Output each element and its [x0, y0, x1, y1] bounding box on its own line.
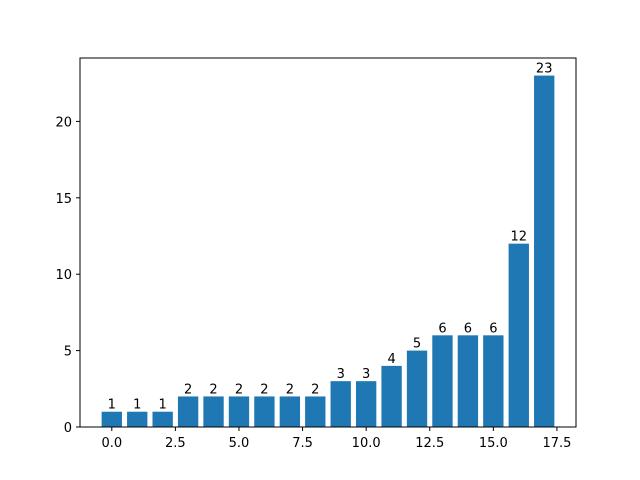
x-tick-label: 2.5: [165, 436, 186, 451]
y-tick-label: 10: [55, 268, 72, 283]
bar: [534, 75, 555, 428]
bar-value-label: 1: [159, 398, 167, 413]
bar: [152, 411, 173, 427]
bar: [432, 335, 453, 427]
axes-frame: [79, 57, 577, 428]
x-tick-label: 0.0: [101, 436, 122, 451]
bar-value-label: 23: [536, 62, 553, 77]
bar: [228, 396, 250, 427]
bar-value-label: 4: [387, 352, 395, 367]
bar-value-label: 1: [108, 398, 116, 413]
x-tick-label: 5.0: [229, 436, 250, 451]
y-tick-label: 0: [64, 421, 72, 436]
bar: [305, 396, 326, 427]
bar-value-label: 1: [133, 398, 141, 413]
bar: [406, 350, 428, 427]
bar-value-label: 5: [413, 337, 421, 352]
bar: [101, 411, 122, 427]
bar: [381, 365, 402, 427]
y-tick-label: 5: [64, 345, 72, 360]
bar-value-label: 2: [260, 382, 268, 397]
x-tick-label: 10.0: [352, 436, 381, 451]
x-tick-label: 12.5: [415, 436, 444, 451]
bar: [457, 335, 479, 427]
bar-value-label: 2: [235, 382, 243, 397]
bar: [355, 381, 377, 427]
bar-value-label: 3: [362, 367, 370, 382]
bar-value-label: 6: [438, 321, 446, 336]
y-tick-label: 20: [55, 115, 72, 130]
bars-layer: [101, 75, 555, 428]
x-tick-label: 15.0: [479, 436, 508, 451]
bar-value-label: 2: [286, 382, 294, 397]
x-tick-label: 17.5: [542, 436, 571, 451]
y-tick-label: 15: [55, 192, 72, 207]
bar-value-label: 6: [464, 321, 472, 336]
bar: [127, 411, 148, 427]
bar-value-label: 6: [489, 321, 497, 336]
bar: [483, 335, 504, 427]
bar: [330, 381, 351, 427]
bar: [254, 396, 275, 427]
y-axis: 0 5 10 15 20: [55, 115, 80, 436]
bar: [203, 396, 224, 427]
x-tick-label: 7.5: [292, 436, 313, 451]
bar-value-label: 2: [209, 382, 217, 397]
bar: [177, 396, 199, 427]
bar-value-label: 3: [337, 367, 345, 382]
bar-value-label: 12: [510, 230, 527, 245]
bar: [508, 243, 529, 427]
x-axis: 0.0 2.5 5.0 7.5 10.0 12.5 15.0 17.5: [101, 427, 571, 451]
bar-value-label: 2: [184, 382, 192, 397]
bar-value-label: 2: [311, 382, 319, 397]
bar: [279, 396, 301, 427]
